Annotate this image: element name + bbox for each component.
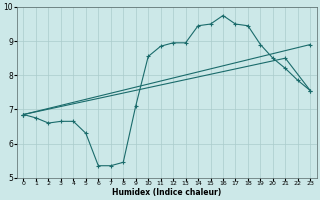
X-axis label: Humidex (Indice chaleur): Humidex (Indice chaleur): [112, 188, 221, 197]
